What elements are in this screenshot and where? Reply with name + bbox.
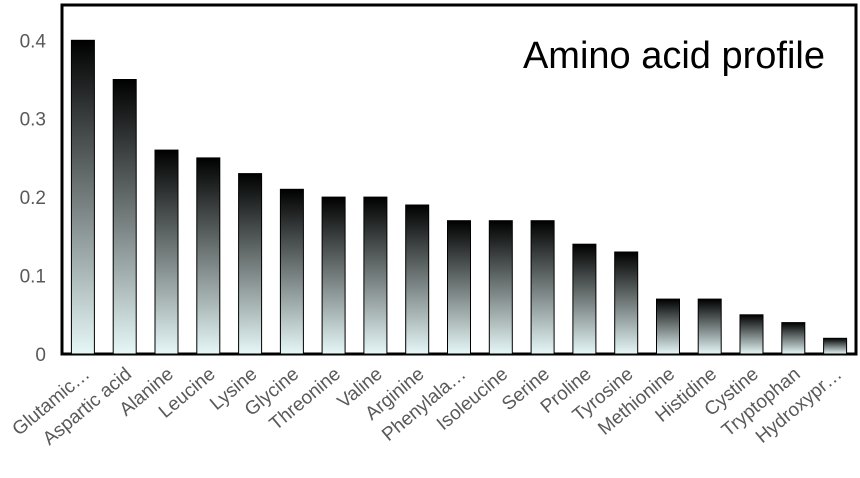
bar-1 bbox=[112, 79, 137, 355]
bar-0 bbox=[70, 39, 95, 355]
chart-title: Amino acid profile bbox=[523, 35, 825, 77]
y-tick-label-0: 0 bbox=[35, 345, 46, 366]
bar-3 bbox=[196, 157, 221, 355]
bar-17 bbox=[781, 322, 806, 355]
bar-16 bbox=[739, 314, 764, 355]
y-tick-label-1: 0.1 bbox=[20, 267, 46, 288]
bar-9 bbox=[447, 220, 471, 355]
bar-7 bbox=[363, 196, 388, 355]
bar-6 bbox=[321, 196, 346, 355]
bar-11 bbox=[530, 220, 555, 355]
bars-layer bbox=[70, 39, 848, 355]
bar-8 bbox=[405, 204, 430, 355]
y-tick-label-4: 0.4 bbox=[20, 31, 47, 52]
bar-12 bbox=[572, 243, 597, 355]
bar-18 bbox=[823, 337, 848, 355]
y-tick-label-2: 0.2 bbox=[20, 188, 46, 209]
bar-10 bbox=[488, 220, 513, 355]
y-axis-ticks: 0 0.1 0.2 0.3 0.4 bbox=[20, 31, 47, 366]
bar-4 bbox=[238, 173, 263, 355]
bar-15 bbox=[697, 298, 722, 355]
bar-14 bbox=[656, 298, 680, 355]
bar-5 bbox=[279, 188, 304, 355]
bar-2 bbox=[154, 149, 179, 355]
x-axis-labels: Glutamic…Aspartic acidAlanineLeucineLysi… bbox=[9, 364, 847, 450]
y-tick-label-3: 0.3 bbox=[20, 110, 46, 131]
bar-13 bbox=[614, 251, 639, 355]
